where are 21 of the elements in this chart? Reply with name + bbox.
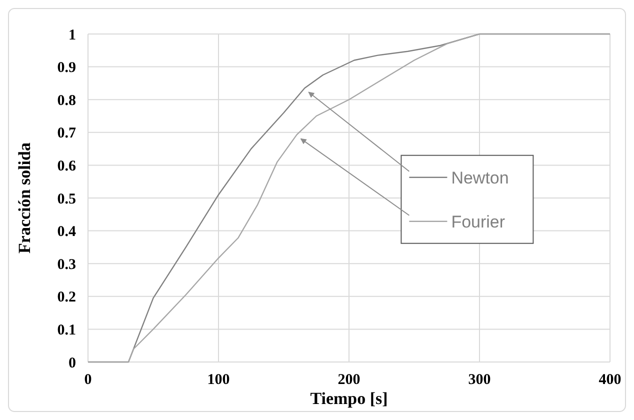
y-tick-label: 0.2 bbox=[57, 290, 76, 306]
x-tick-label: 100 bbox=[207, 372, 230, 388]
y-tick-label: 0.9 bbox=[57, 60, 76, 76]
x-tick-label: 400 bbox=[598, 372, 622, 388]
x-tick-label: 300 bbox=[468, 372, 491, 388]
legend-label: Newton bbox=[451, 168, 509, 188]
y-tick-label: 0 bbox=[68, 355, 76, 372]
y-tick-label: 1 bbox=[68, 27, 76, 44]
line-series bbox=[87, 33, 611, 363]
y-tick-label: 0.8 bbox=[57, 92, 76, 109]
legend-label: Fourier bbox=[451, 212, 506, 232]
x-tick-label: 0 bbox=[84, 372, 92, 388]
y-tick-label: 0.1 bbox=[57, 322, 76, 338]
x-tick-label: 200 bbox=[338, 372, 360, 388]
x-axis-title: Tiempo [s] bbox=[310, 389, 388, 408]
y-axis-title: Fracción solida bbox=[15, 142, 34, 254]
y-tick-label: 0.6 bbox=[57, 158, 76, 174]
y-tick-label: 0.3 bbox=[57, 256, 76, 273]
y-tick-label: 0.7 bbox=[57, 126, 76, 142]
y-tick-label: 0.4 bbox=[57, 224, 76, 240]
y-tick-label: 0.5 bbox=[57, 191, 76, 208]
